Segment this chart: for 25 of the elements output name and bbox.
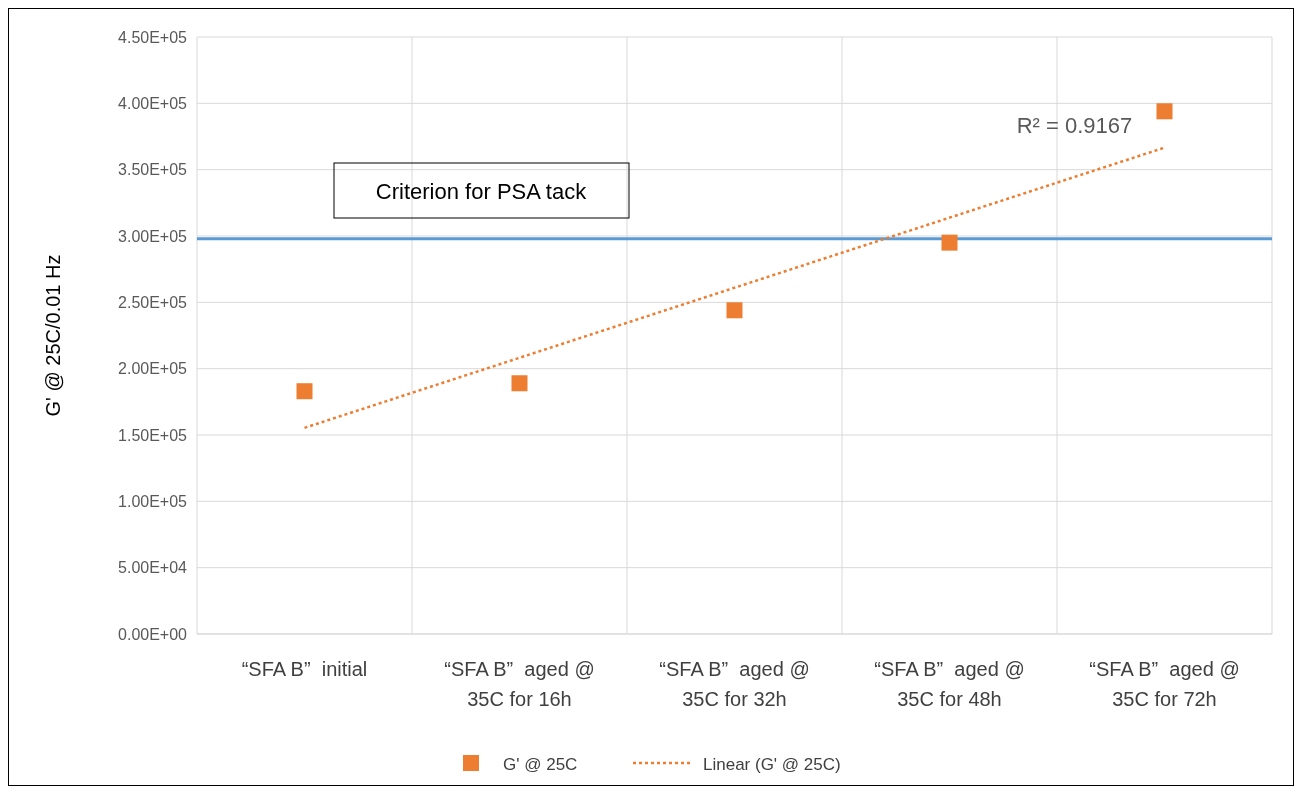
y-tick-label: 2.00E+05 [118,360,188,378]
point [726,302,743,319]
y-tick-label: 5.00E+04 [118,559,188,577]
x-tick-label: “SFA B” initial [241,658,368,680]
legend-label: G' @ 25C [503,755,578,774]
x-tick-label: “SFA B” aged @ 35C for 32h [659,658,810,710]
y-tick-label: 0.00E+00 [118,625,188,643]
point [511,375,528,392]
annotation: R² = 0.9167 [1016,112,1133,138]
y-tick-label: 4.50E+05 [118,28,188,46]
y-tick-label: 2.50E+05 [118,293,188,311]
x-tick-label: “SFA B” aged @ 35C for 48h [874,658,1025,710]
y-axis-title: G' @ 25C/0.01 Hz [42,254,64,417]
x-tick-label: “SFA B” aged @ 35C for 16h [444,658,595,710]
point [941,234,958,251]
ref-line-label: Criterion for PSA tack [375,178,588,204]
point [1156,103,1173,120]
y-tick-label: 1.00E+05 [118,492,188,510]
x-tick-label: “SFA B” aged @ 35C for 72h [1089,658,1240,710]
legend-label: Linear (G' @ 25C) [703,755,841,774]
y-tick-label: 3.50E+05 [118,161,188,179]
y-tick-label: 4.00E+05 [118,94,188,112]
point [296,383,313,400]
y-tick-label: 1.50E+05 [118,426,188,444]
y-tick-label: 3.00E+05 [118,227,188,245]
